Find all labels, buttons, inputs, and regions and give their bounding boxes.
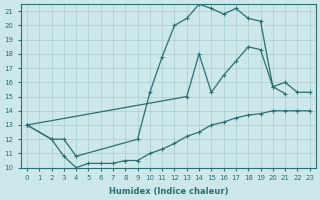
X-axis label: Humidex (Indice chaleur): Humidex (Indice chaleur) xyxy=(108,187,228,196)
